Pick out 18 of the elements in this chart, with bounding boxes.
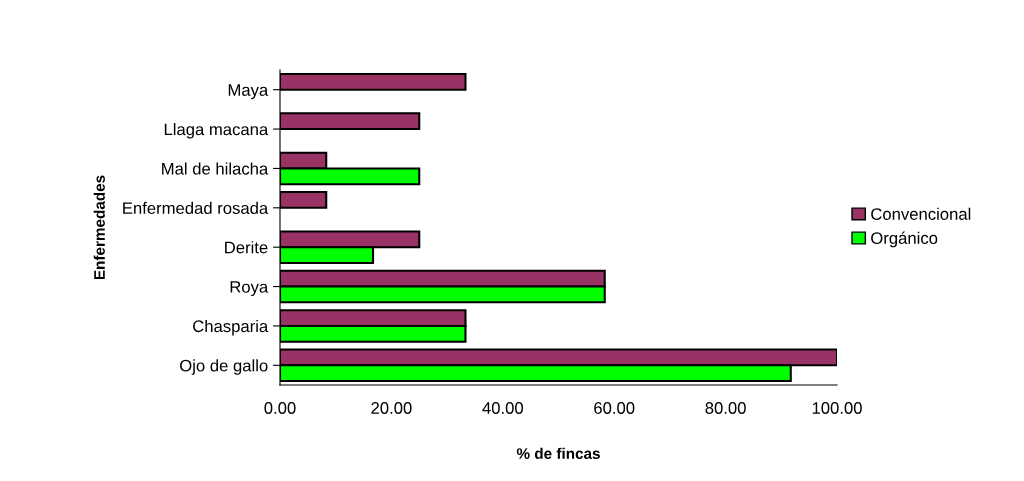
x-tick-label: 100.00 — [812, 402, 862, 414]
y-tick-label: Ojo de gallo — [180, 359, 268, 375]
legend-label: Orgánico — [871, 231, 938, 248]
x-tick-label: 60.00 — [594, 402, 635, 414]
y-tick-label: Maya — [228, 84, 269, 100]
y-tick-label: Derite — [225, 241, 268, 254]
y-tick-label: Mal de hilacha — [162, 162, 269, 175]
y-tick-label: Enfermedad rosada — [123, 201, 269, 215]
x-tick-label: 20.00 — [371, 402, 412, 414]
y-tick-label: Roya — [230, 281, 269, 297]
y-tick-label: Chasparia — [193, 319, 269, 336]
y-tick-label: Llaga macana — [164, 123, 269, 139]
legend-label: Convencional — [871, 207, 971, 220]
x-tick-label: 80.00 — [705, 402, 746, 414]
x-tick-label: 0.00 — [264, 402, 296, 414]
y-axis-title: Enfermedades — [93, 175, 105, 280]
x-tick-label: 40.00 — [482, 402, 523, 414]
x-axis-title: % de fincas — [516, 447, 600, 459]
